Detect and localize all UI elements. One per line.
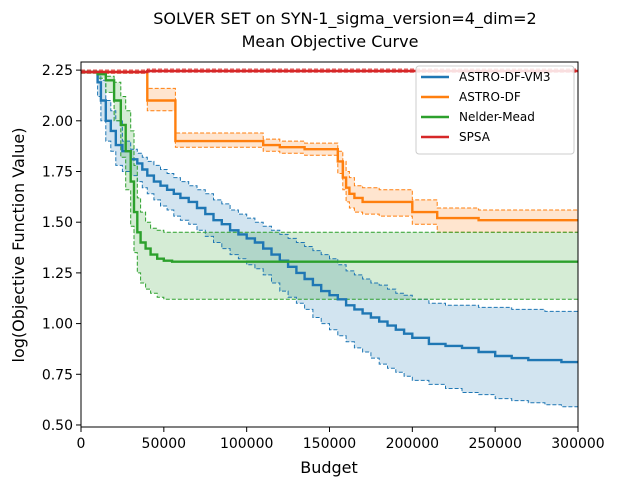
nelder-mead-upper-bound — [81, 71, 578, 233]
chart-title: SOLVER SET on SYN-1_sigma_version=4_dim=… — [153, 9, 536, 29]
astro-df-vm3-upper-bound — [81, 71, 578, 312]
astro-df-upper-bound — [81, 71, 578, 211]
chart-subtitle: Mean Objective Curve — [242, 32, 419, 51]
nelder-mead-line — [81, 70, 578, 263]
y-axis-ticks: 0.50 0.75 1.00 1.25 1.50 1.75 2.00 2.25 — [42, 63, 81, 434]
astro-df-vm3-lower-bound — [81, 71, 579, 409]
legend-label: ASTRO-DF-VM3 — [459, 70, 551, 84]
x-axis-label: Budget — [300, 458, 358, 477]
y-axis-label: log(Objective Function Value) — [9, 128, 28, 363]
legend-label: SPSA — [459, 130, 491, 144]
x-tick-label: 50000 — [142, 436, 187, 452]
x-tick-label: 100000 — [220, 436, 273, 452]
astro-df-line — [81, 70, 578, 222]
y-tick-label: 2.25 — [42, 63, 73, 79]
y-tick-label: 1.00 — [42, 317, 73, 333]
nelder-mead-lower-bound — [81, 71, 578, 300]
y-tick-label: 0.75 — [42, 367, 73, 383]
spsa-line — [81, 69, 578, 74]
y-tick-label: 1.25 — [42, 266, 73, 282]
astro-df-vm3-line — [81, 70, 578, 364]
x-tick-label: 150000 — [303, 436, 356, 452]
legend: ASTRO-DF-VM3 ASTRO-DF Nelder-Mead SPSA — [415, 65, 575, 155]
astro-df-lower-bound — [81, 71, 578, 233]
x-tick-label: 0 — [77, 436, 86, 452]
legend-label: Nelder-Mead — [459, 110, 535, 124]
x-tick-label: 300000 — [551, 436, 604, 452]
legend-box — [415, 65, 575, 155]
x-tick-label: 200000 — [386, 436, 439, 452]
y-tick-label: 0.50 — [42, 418, 73, 434]
y-tick-label: 2.00 — [42, 114, 73, 130]
y-tick-label: 1.75 — [42, 165, 73, 181]
astro-df-band — [81, 72, 578, 233]
legend-label: ASTRO-DF — [459, 90, 521, 104]
series-lines — [81, 68, 579, 409]
astro-df-vm3-band — [81, 72, 578, 409]
x-tick-label: 250000 — [468, 436, 521, 452]
y-tick-label: 1.50 — [42, 215, 73, 231]
x-axis-ticks: 0 50000 100000 150000 200000 250000 300000 — [77, 427, 605, 452]
nelder-mead-band — [81, 72, 578, 300]
